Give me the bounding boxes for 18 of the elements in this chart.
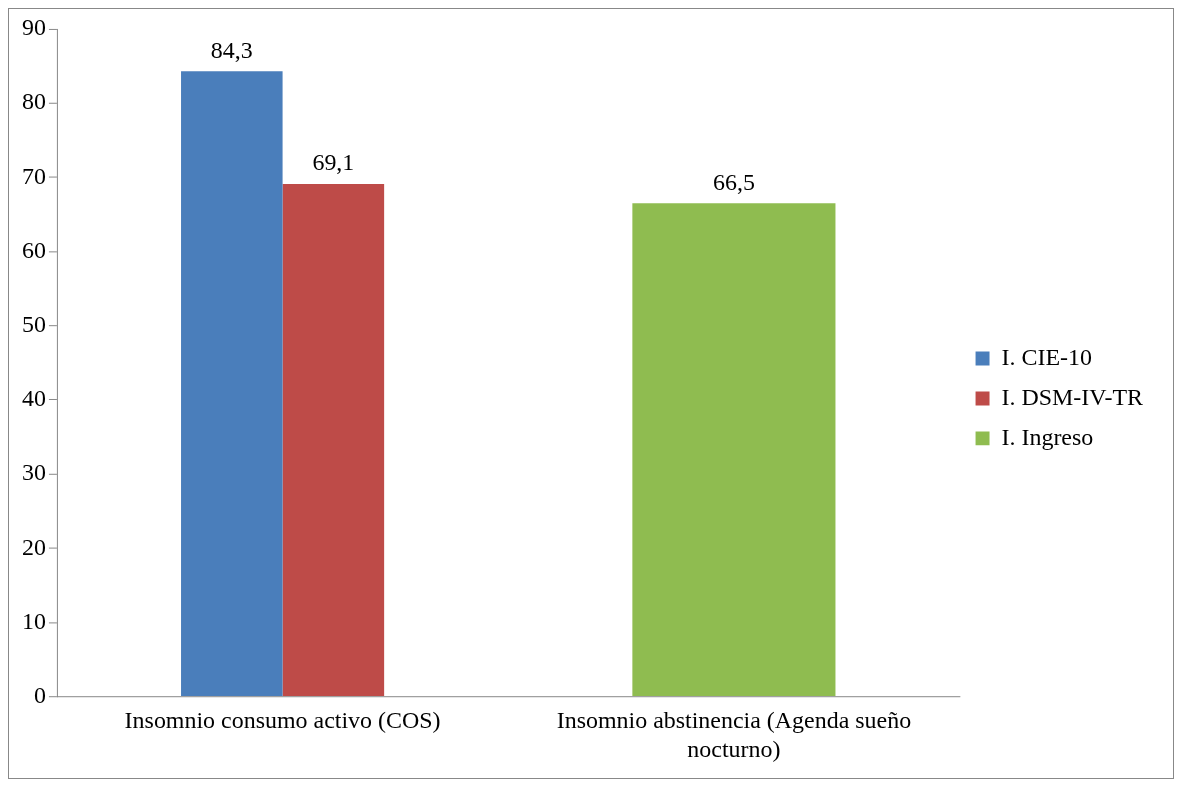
legend-label: I. CIE-10 (1001, 343, 1092, 370)
x-tick-label: Insomnio abstinencia (Agenda sueño nocturno) (556, 707, 912, 762)
y-tick-label: 20 (21, 533, 46, 560)
y-tick-label: 60 (21, 236, 46, 263)
y-tick-label: 50 (21, 310, 46, 337)
y-tick-label: 30 (21, 459, 46, 486)
data-label: 69,1 (312, 149, 355, 176)
legend-label: I. DSM-IV-TR (1001, 383, 1144, 410)
y-tick-label: 0 (33, 681, 46, 708)
y-tick-label: 80 (21, 88, 46, 115)
data-label: 84,3 (210, 36, 253, 63)
data-label: 66,5 (712, 168, 755, 195)
y-tick-label: 40 (21, 385, 46, 412)
y-tick-label: 70 (21, 162, 46, 189)
y-tick-label: 10 (21, 607, 46, 634)
y-tick-label: 90 (21, 14, 46, 41)
legend-label: I. Ingreso (1001, 423, 1094, 450)
x-tick-label: Insomnio consumo activo (COS) (124, 707, 441, 734)
